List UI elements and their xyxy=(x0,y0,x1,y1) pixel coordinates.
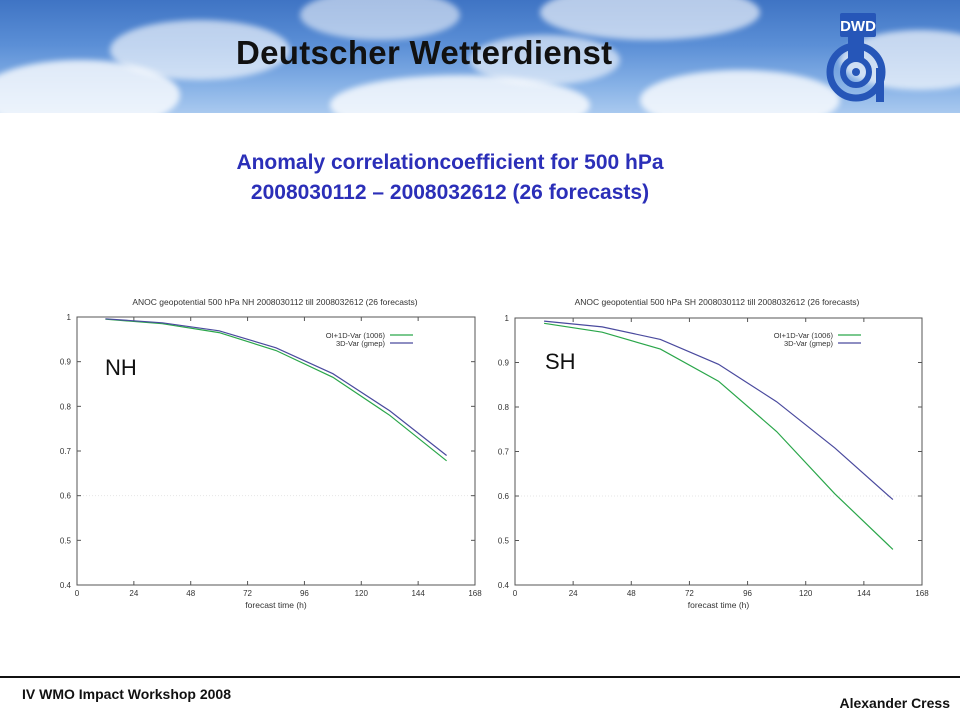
x-axis-label: forecast time (h) xyxy=(245,600,307,610)
x-tick-label: 0 xyxy=(75,589,80,598)
series-line xyxy=(544,322,894,550)
x-tick-label: 48 xyxy=(186,589,195,598)
plot-frame xyxy=(514,317,923,586)
y-tick-label: 0.7 xyxy=(60,447,72,456)
series-line xyxy=(105,318,447,462)
chart-title: ANOC geopotential 500 hPa NH 2008030112 … xyxy=(132,297,417,307)
y-tick-label: 0.4 xyxy=(498,581,510,590)
legend-label: OI+1D-Var (1006) xyxy=(326,331,386,340)
brand-name: Deutscher Wetterdienst xyxy=(236,34,613,71)
y-tick-label: 0.6 xyxy=(498,492,510,501)
series-line xyxy=(105,318,447,456)
x-tick-label: 48 xyxy=(627,589,636,598)
y-tick-label: 0.4 xyxy=(60,581,72,590)
region-label: SH xyxy=(545,349,576,374)
series-line xyxy=(544,320,894,501)
footer-divider xyxy=(0,676,960,678)
y-tick-label: 1 xyxy=(505,314,510,323)
x-tick-label: 24 xyxy=(569,589,578,598)
y-tick-label: 0.7 xyxy=(498,448,510,457)
footer-author: Alexander Cress xyxy=(839,695,950,711)
x-tick-label: 24 xyxy=(129,589,138,598)
y-tick-label: 0.8 xyxy=(60,402,72,411)
x-tick-label: 144 xyxy=(411,589,425,598)
x-tick-label: 96 xyxy=(743,589,752,598)
y-tick-label: 0.9 xyxy=(60,358,72,367)
x-axis-label: forecast time (h) xyxy=(688,600,750,610)
dwd-logo-icon: DWD xyxy=(826,13,886,102)
x-tick-label: 168 xyxy=(468,589,482,598)
y-tick-label: 0.5 xyxy=(60,536,72,545)
x-tick-label: 96 xyxy=(300,589,309,598)
header-banner: Deutscher Wetterdienst DWD xyxy=(0,0,960,113)
x-tick-label: 144 xyxy=(857,589,871,598)
y-tick-label: 0.9 xyxy=(498,359,510,368)
slide-title-line2: 2008030112 – 2008032612 (26 forecasts) xyxy=(250,181,650,204)
y-tick-label: 0.5 xyxy=(498,537,510,546)
x-tick-label: 72 xyxy=(243,589,252,598)
x-tick-label: 120 xyxy=(355,589,369,598)
chart-title: ANOC geopotential 500 hPa SH 2008030112 … xyxy=(575,297,860,307)
y-tick-label: 0.8 xyxy=(498,403,510,412)
y-tick-label: 0.6 xyxy=(60,492,72,501)
slide-title: Anomaly correlationcoefficient for 500 h… xyxy=(100,148,800,208)
legend-label: 3D-Var (gmep) xyxy=(336,339,386,348)
x-tick-label: 120 xyxy=(799,589,813,598)
x-tick-label: 0 xyxy=(513,589,518,598)
chart-nh: ANOC geopotential 500 hPa NH 2008030112 … xyxy=(45,293,485,613)
x-tick-label: 168 xyxy=(915,589,929,598)
legend-label: OI+1D-Var (1006) xyxy=(774,331,834,340)
chart-sh: ANOC geopotential 500 hPa SH 2008030112 … xyxy=(485,293,935,613)
legend-label: 3D-Var (gmep) xyxy=(784,339,834,348)
footer-event: IV WMO Impact Workshop 2008 xyxy=(22,686,232,702)
logo-text: DWD xyxy=(840,18,876,35)
x-tick-label: 72 xyxy=(685,589,694,598)
y-tick-label: 1 xyxy=(67,313,72,322)
region-label: NH xyxy=(105,355,137,380)
slide-title-line1: Anomaly correlationcoefficient for 500 h… xyxy=(236,151,664,174)
